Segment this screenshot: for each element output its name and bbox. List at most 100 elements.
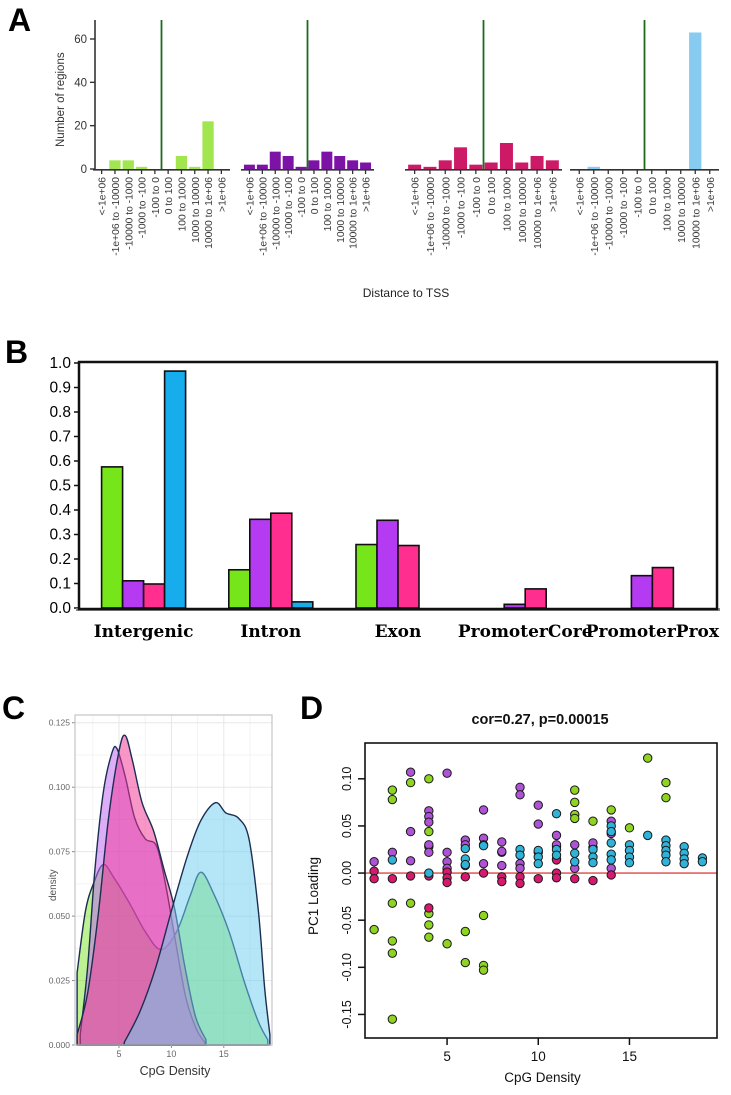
scatter-point xyxy=(387,948,398,958)
bar xyxy=(630,574,654,609)
panel-a-x-axis-title: Distance to TSS xyxy=(362,286,450,300)
scatter-point xyxy=(387,855,398,865)
scatter-point xyxy=(642,753,653,763)
scatter-point xyxy=(515,790,525,800)
x-category-label: -100 to 0 xyxy=(472,177,483,218)
x-category-label: >1e+06 xyxy=(362,177,373,212)
scatter-point xyxy=(570,840,580,850)
y-tick-label: 0.3 xyxy=(49,527,71,544)
scatter-point xyxy=(405,871,416,881)
bar xyxy=(282,155,294,169)
x-category-label: PromoterCore xyxy=(458,622,593,642)
scatter-point xyxy=(405,856,416,866)
y-tick-label: 20 xyxy=(74,121,87,133)
scatter-point xyxy=(515,863,525,874)
y-tick-label: -0.05 xyxy=(340,906,354,935)
bar xyxy=(122,160,134,169)
scatter-point xyxy=(460,872,471,882)
bar xyxy=(175,155,188,169)
bar xyxy=(121,580,145,609)
y-tick-label: -0.10 xyxy=(340,953,354,982)
scatter-point xyxy=(387,785,398,795)
x-category-label: Intron xyxy=(240,622,301,642)
scatter-point xyxy=(387,794,398,805)
bar xyxy=(408,164,422,169)
bar xyxy=(202,121,214,169)
plot-border xyxy=(74,714,273,1046)
bar xyxy=(499,142,513,169)
scatter-point xyxy=(661,857,671,867)
x-category-label: -1e+06 to -10000 xyxy=(590,177,601,256)
y-tick-label: 0.00 xyxy=(340,861,354,885)
scatter-point xyxy=(533,819,543,829)
bar xyxy=(135,166,148,169)
scatter-point xyxy=(424,774,434,784)
panel-b-label: B xyxy=(5,334,29,370)
bar xyxy=(484,162,498,169)
scatter-point xyxy=(606,870,616,880)
scatter-point xyxy=(551,830,562,841)
y-tick-label: 0.5 xyxy=(49,478,71,495)
scatter-point xyxy=(606,838,616,848)
bar xyxy=(189,166,201,169)
scatter-point xyxy=(533,800,543,810)
panel-d-chart: -0.15 -0.10 -0.05 0.00 0.05 0.10 5 10 15 xyxy=(340,742,718,1064)
y-tick-label: 0.8 xyxy=(49,404,71,421)
bar xyxy=(347,160,359,169)
x-category-label: <-1e+06 xyxy=(245,177,256,216)
bar xyxy=(142,583,166,609)
y-tick-label: 0.4 xyxy=(49,502,71,519)
y-tick-label: 0.075 xyxy=(49,847,71,857)
x-category-label: 100 to 1000 xyxy=(323,177,334,232)
x-category-label: -100 to 0 xyxy=(151,177,162,218)
scatter-point xyxy=(387,874,398,884)
y-tick-label: -0.15 xyxy=(340,1000,354,1029)
x-category-label: Exon xyxy=(375,622,422,642)
panel-d-label: D xyxy=(300,690,324,726)
scatter-point xyxy=(478,841,489,851)
scatter-point xyxy=(405,767,416,777)
scatter-point xyxy=(588,816,598,826)
scatter-point xyxy=(460,859,471,870)
x-category-label: -1e+06 to -10000 xyxy=(111,177,122,256)
scatter-point xyxy=(679,858,689,869)
x-category-label: 10000 to 1e+06 xyxy=(691,177,702,249)
y-tick-label: 1.0 xyxy=(49,355,71,372)
x-category-label: -100 to 0 xyxy=(297,177,308,218)
y-tick-label: 0.1 xyxy=(49,576,71,593)
x-category-label: >1e+06 xyxy=(548,177,559,212)
bar xyxy=(355,543,378,609)
x-category-label: <-1e+06 xyxy=(411,177,422,216)
scatter-point xyxy=(460,843,471,854)
density-area xyxy=(123,801,271,1046)
x-tick-label: 10 xyxy=(531,1049,546,1064)
x-category-label: -10000 to -1000 xyxy=(604,177,615,250)
bar xyxy=(651,566,675,609)
scatter-point xyxy=(478,805,489,815)
scatter-point xyxy=(661,792,671,803)
plot-border xyxy=(364,742,718,1039)
plot-background xyxy=(365,743,717,1038)
bar xyxy=(109,160,121,169)
x-category-label: 0 to 100 xyxy=(164,177,175,214)
scatter-point xyxy=(387,1014,398,1024)
x-category-label: 0 to 100 xyxy=(310,177,321,214)
panel-c-label: C xyxy=(2,690,26,726)
scatter-point xyxy=(460,926,471,937)
scatter-point xyxy=(424,817,434,827)
scatter-point xyxy=(424,903,434,913)
y-tick-label: 0.000 xyxy=(49,1040,71,1050)
scatter-point xyxy=(424,932,434,942)
y-tick-label: 60 xyxy=(74,34,87,46)
scatter-point xyxy=(570,857,580,867)
x-category-label: >1e+06 xyxy=(706,177,717,212)
bar xyxy=(100,466,124,609)
scatter-point xyxy=(697,857,708,867)
x-category-label: <-1e+06 xyxy=(98,177,109,216)
scatter-point xyxy=(570,797,580,808)
x-category-label: PromoterProx xyxy=(586,622,720,642)
panel-d-x-axis-title: CpG Density xyxy=(504,1070,581,1085)
scatter-point xyxy=(570,848,580,858)
bar xyxy=(269,151,281,169)
bar xyxy=(454,147,468,169)
